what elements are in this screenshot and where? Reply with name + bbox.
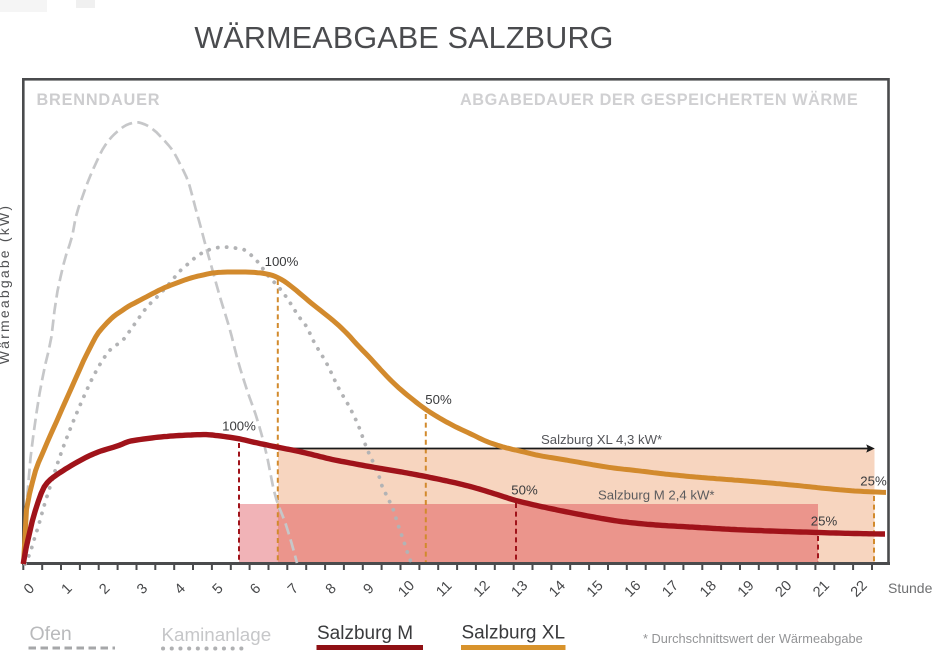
svg-text:WÄRMEABGABE SALZBURG: WÄRMEABGABE SALZBURG xyxy=(194,21,613,55)
svg-text:100%: 100% xyxy=(265,254,299,269)
svg-text:Salzburg XL 4,3 kW*: Salzburg XL 4,3 kW* xyxy=(541,432,662,447)
svg-text:Kaminanlage: Kaminanlage xyxy=(162,624,272,645)
svg-text:25%: 25% xyxy=(811,514,838,529)
svg-text:* Durchschnittswert der Wärmea: * Durchschnittswert der Wärmeabgabe xyxy=(643,631,863,646)
svg-text:50%: 50% xyxy=(425,392,452,407)
svg-text:100%: 100% xyxy=(222,419,256,434)
svg-text:Wärmeabgabe (kW): Wärmeabgabe (kW) xyxy=(0,204,12,364)
svg-text:Salzburg XL: Salzburg XL xyxy=(462,623,566,644)
svg-text:Salzburg M: Salzburg M xyxy=(317,623,413,644)
svg-text:Salzburg M 2,4 kW*: Salzburg M 2,4 kW* xyxy=(598,488,715,503)
svg-text:50%: 50% xyxy=(511,483,538,498)
svg-text:Stunde: Stunde xyxy=(888,580,933,596)
svg-text:Ofen: Ofen xyxy=(30,623,72,645)
svg-text:ABGABEDAUER DER GESPEICHERTEN: ABGABEDAUER DER GESPEICHERTEN WÄRME xyxy=(460,91,858,109)
svg-text:25%: 25% xyxy=(860,474,887,489)
svg-text:BRENNDAUER: BRENNDAUER xyxy=(37,91,161,109)
